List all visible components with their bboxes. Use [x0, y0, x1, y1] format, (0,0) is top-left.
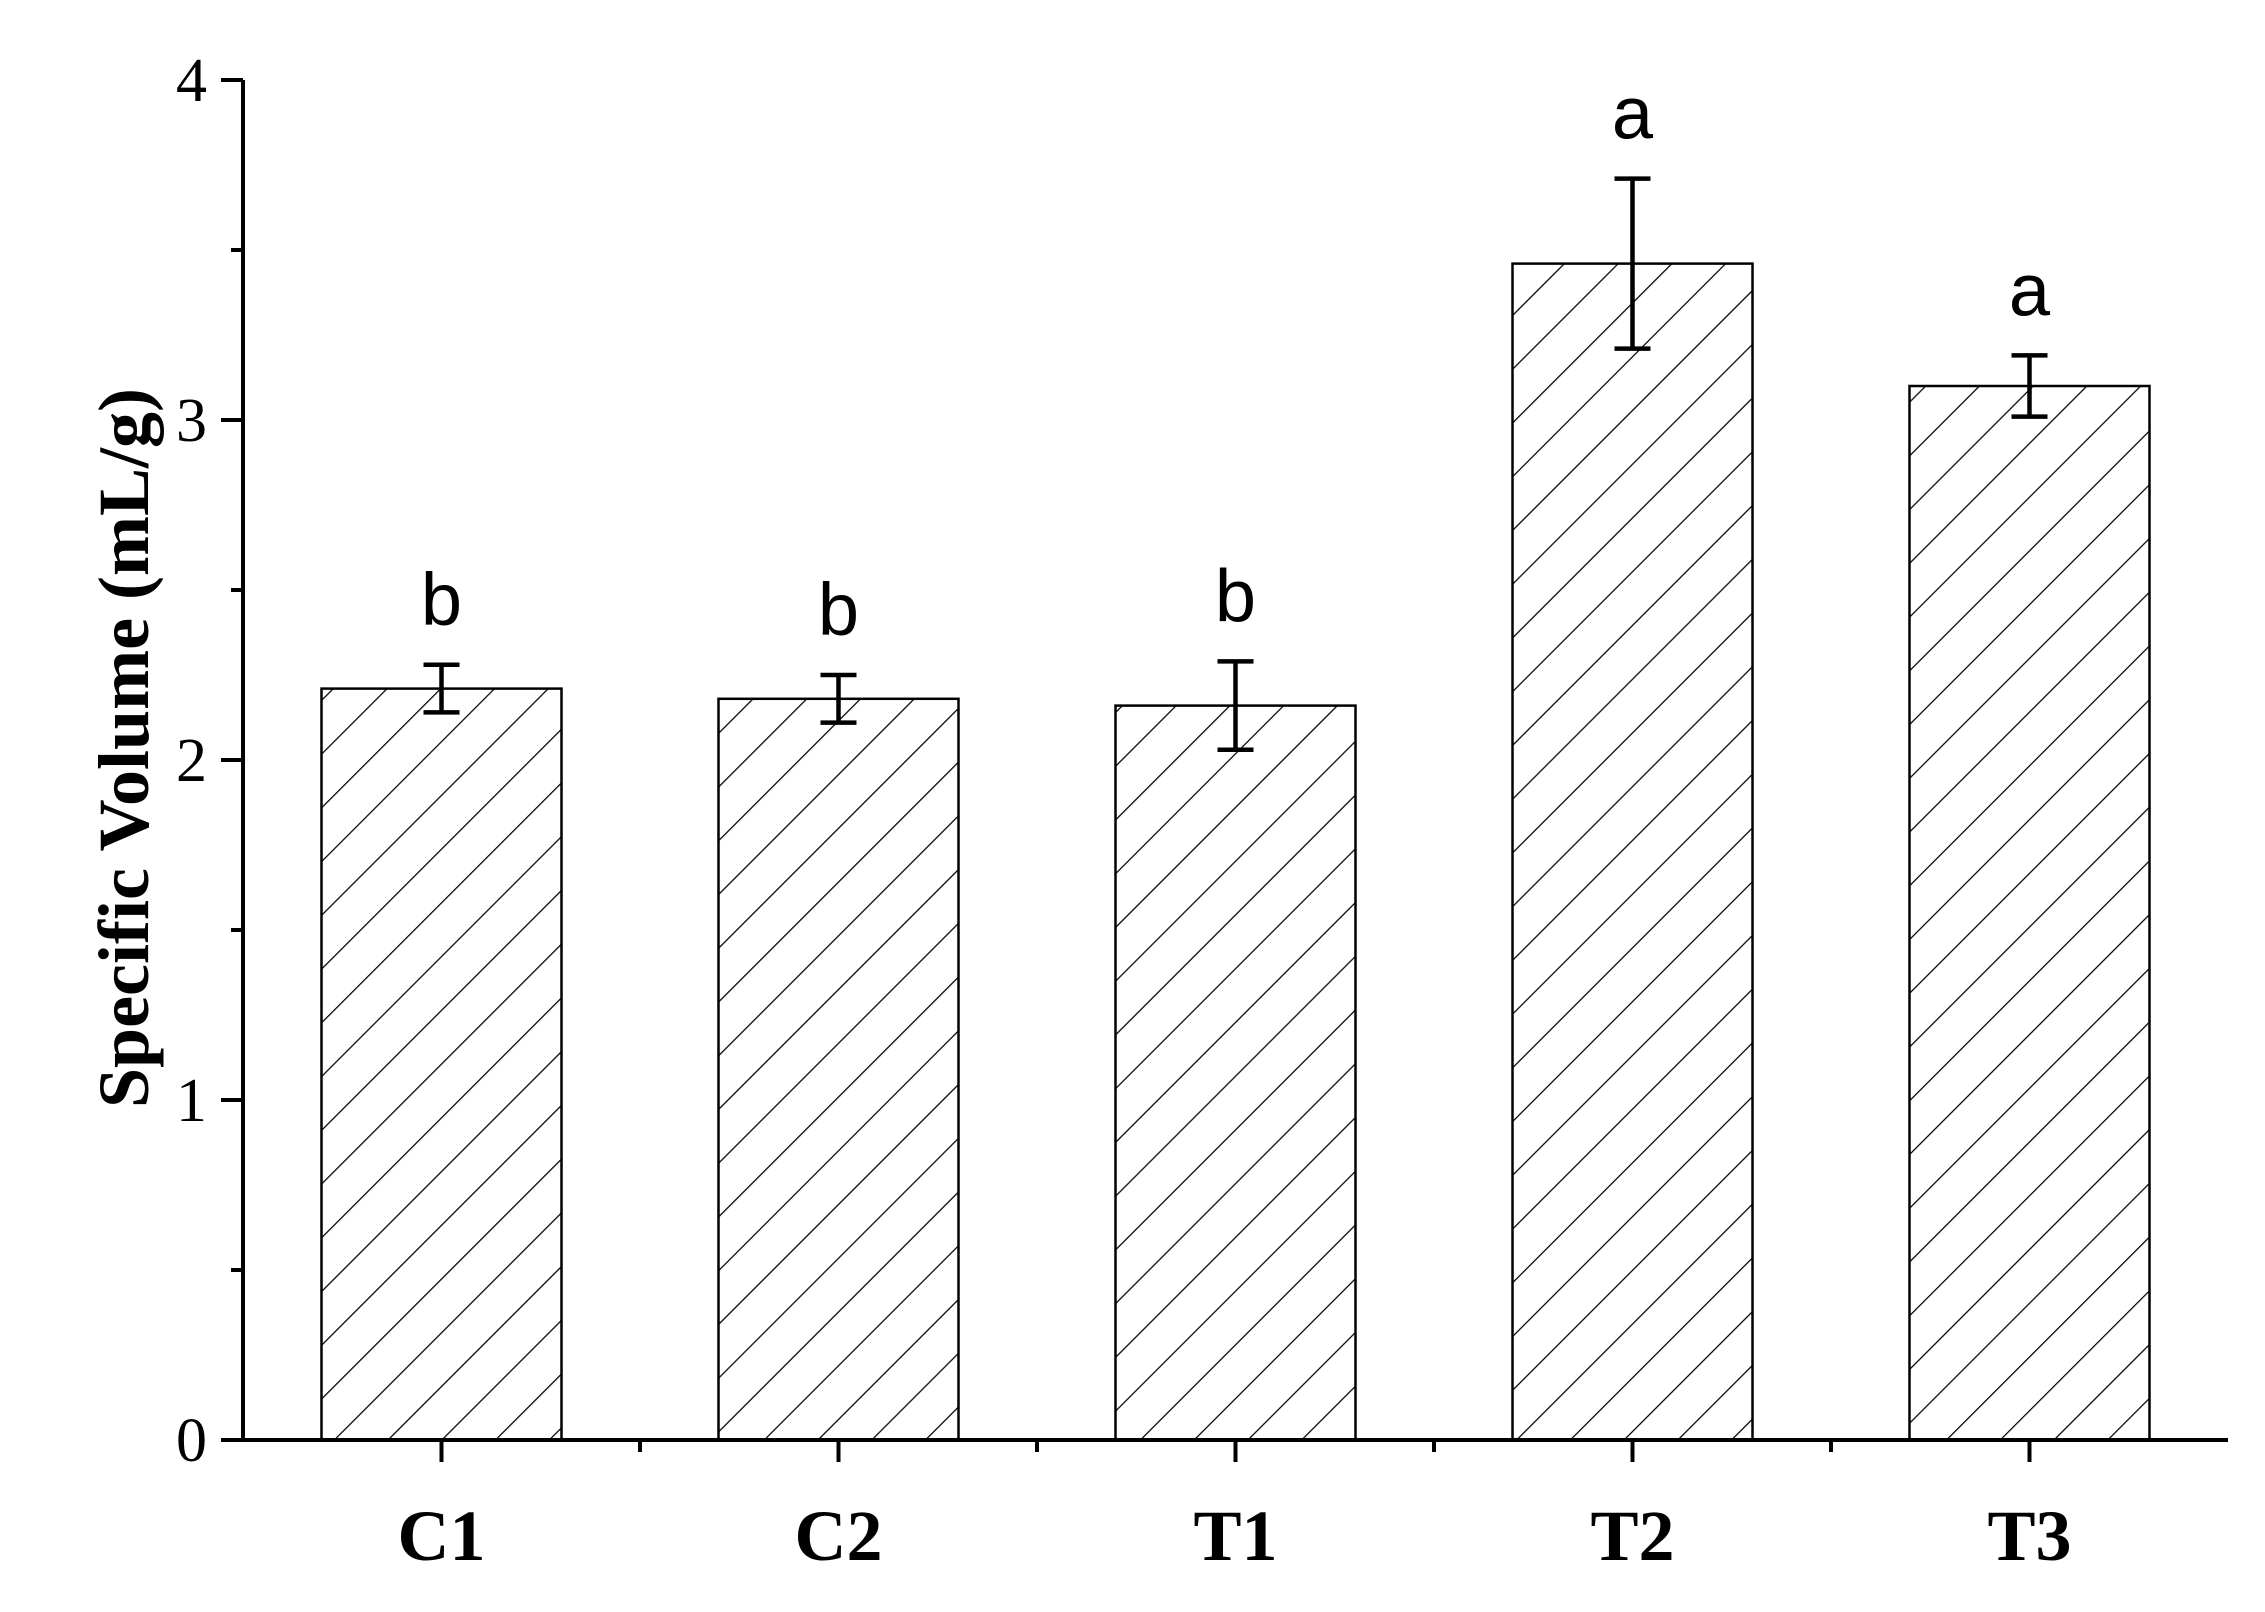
significance-label-T2: a: [1612, 72, 1654, 155]
bar-C2: [717, 697, 960, 1442]
error-bar-C1: [423, 662, 460, 715]
axes-group: C1 C2 T1 T2 T3 0 1 2 3 4: [176, 47, 2228, 1576]
bar-T2: [1511, 262, 1754, 1442]
bar-C1: [320, 687, 563, 1442]
y-tick-label-0: 0: [176, 1407, 207, 1475]
significance-label-T1: b: [1215, 554, 1256, 637]
significance-labels-group: b b b a a: [421, 72, 2051, 651]
bar-T1: [1114, 704, 1357, 1442]
error-bar-T1: [1217, 659, 1254, 753]
significance-label-T3: a: [2009, 248, 2051, 331]
x-tick-label-T2: T2: [1590, 1496, 1674, 1576]
significance-label-C2: b: [818, 568, 859, 651]
x-tick-label-T3: T3: [1987, 1496, 2071, 1576]
y-tick-label-4: 4: [176, 47, 207, 115]
y-tick-label-1: 1: [176, 1067, 207, 1135]
error-bars-group: [423, 176, 2048, 753]
x-tick-label-C2: C2: [795, 1496, 883, 1576]
error-bar-T2: [1614, 176, 1651, 351]
bar-T3: [1908, 384, 2151, 1442]
y-axis-label: Specific Volume (mL/g): [84, 388, 164, 1108]
x-tick-label-C1: C1: [398, 1496, 486, 1576]
x-tick-label-T1: T1: [1193, 1496, 1277, 1576]
significance-label-C1: b: [421, 558, 462, 641]
error-bar-T3: [2011, 353, 2048, 419]
y-tick-label-2: 2: [176, 727, 207, 795]
y-tick-label-3: 3: [176, 387, 207, 455]
error-bar-C2: [820, 672, 857, 725]
bars-group: [320, 262, 2151, 1442]
